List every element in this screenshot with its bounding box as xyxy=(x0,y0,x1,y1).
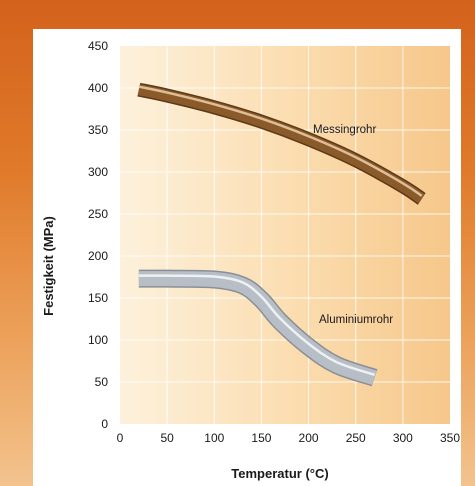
y-tick-label: 200 xyxy=(88,249,108,263)
y-tick-label: 450 xyxy=(88,39,108,53)
plot-background xyxy=(120,46,450,424)
messingrohr-tube-highlight xyxy=(138,85,423,197)
x-tick-label: 0 xyxy=(117,431,124,445)
aluminiumrohr-line xyxy=(138,271,377,385)
x-tick-label: 300 xyxy=(393,431,413,445)
x-tick-label: 150 xyxy=(251,431,271,445)
grid xyxy=(120,46,450,424)
y-tick-label: 50 xyxy=(95,375,109,389)
series-layer xyxy=(137,82,426,387)
y-tick-label: 400 xyxy=(88,81,108,95)
x-axis-label: Temperatur (°C) xyxy=(231,466,328,481)
chart-panel: 0 50 100 150 200 250 300 350 0 50 100 150 200 250 300… xyxy=(33,29,461,486)
aluminiumrohr-label: Aluminiumrohr xyxy=(319,314,393,326)
y-tick-label: 350 xyxy=(88,123,108,137)
x-tick-label: 100 xyxy=(204,431,224,445)
y-tick-label: 150 xyxy=(88,291,108,305)
messingrohr-line xyxy=(137,84,425,204)
x-tick-label: 200 xyxy=(299,431,319,445)
y-tick-label: 250 xyxy=(88,207,108,221)
y-tick-label: 100 xyxy=(88,333,108,347)
y-tick-label: 300 xyxy=(88,165,108,179)
x-axis-ticks: 0 50 100 150 200 250 300 350 xyxy=(117,431,461,445)
y-tick-label: 0 xyxy=(101,417,108,431)
aluminiumrohr-tube-highlight xyxy=(138,274,375,376)
y-axis-label: Festigkeit (MPa) xyxy=(41,216,56,316)
messingrohr-label: Messingrohr xyxy=(313,124,376,136)
y-axis-ticks: 0 50 100 150 200 250 300 350 400 450 xyxy=(88,39,108,431)
x-tick-label: 350 xyxy=(440,431,460,445)
strength-temperature-chart: 0 50 100 150 200 250 300 350 0 50 100 150 200 250 300… xyxy=(41,39,461,481)
series-labels: Messingrohr Aluminiumrohr xyxy=(313,124,393,326)
x-tick-label: 250 xyxy=(346,431,366,445)
x-tick-label: 50 xyxy=(160,431,174,445)
